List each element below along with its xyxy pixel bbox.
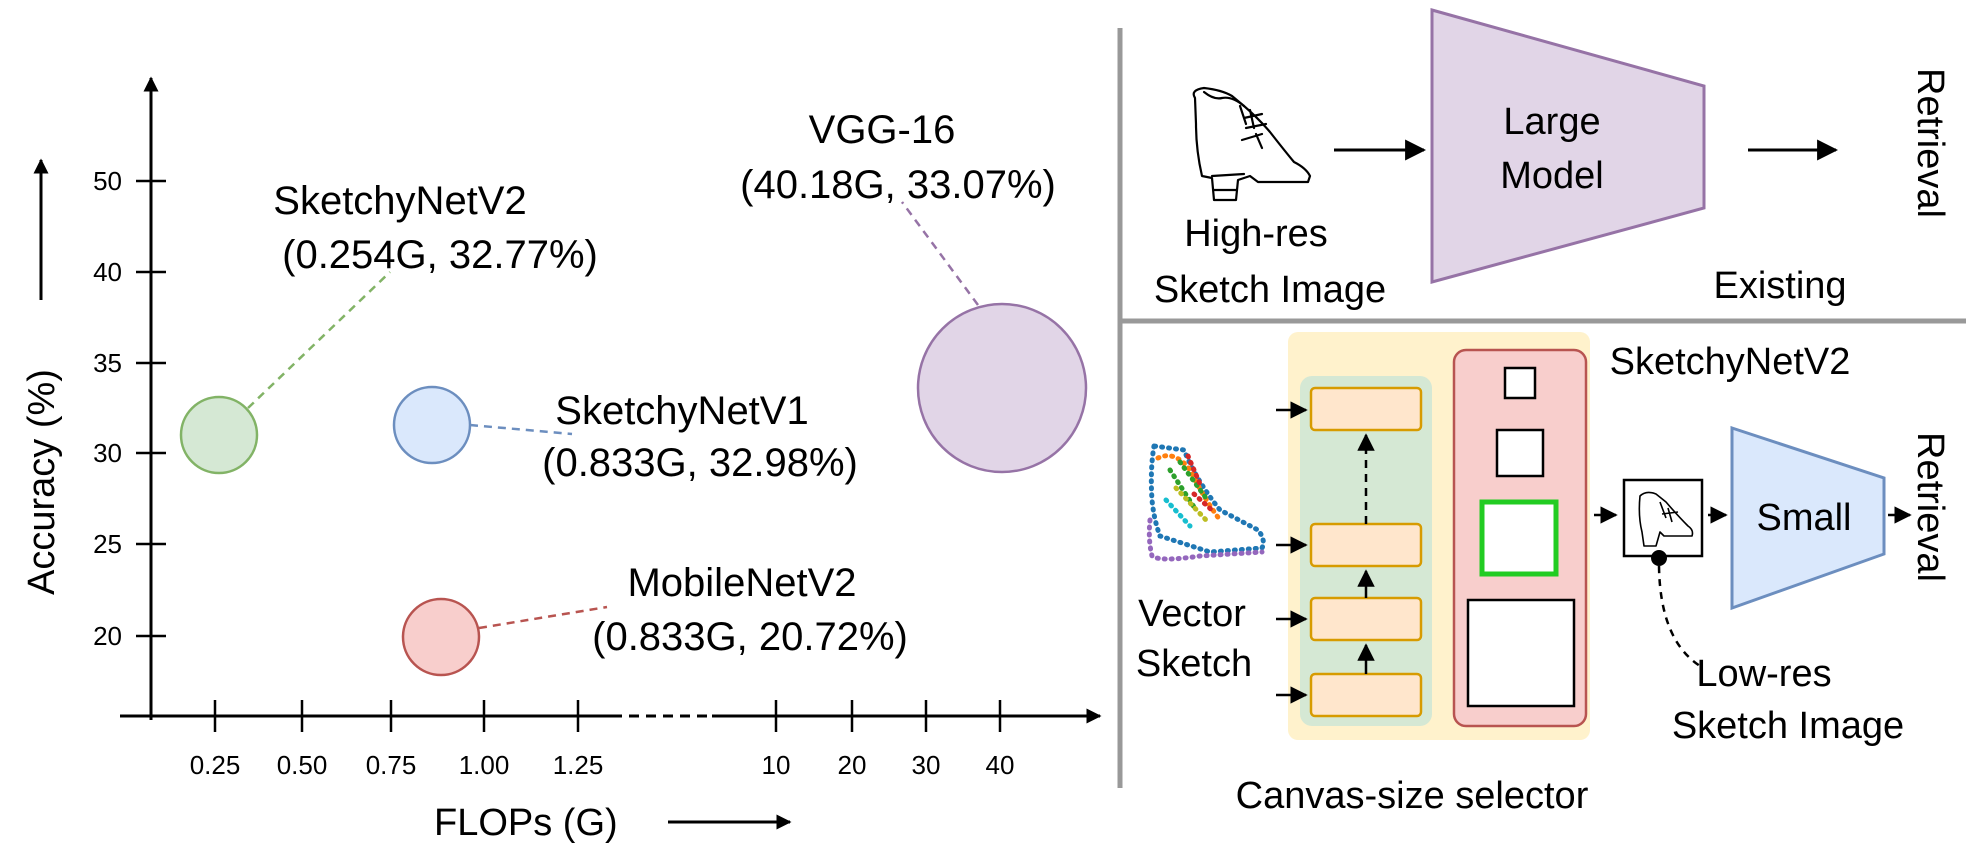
selector-caption: Canvas-size selector xyxy=(1236,775,1589,817)
y-tick-label-30: 30 xyxy=(93,438,122,468)
x-tick-label-20: 20 xyxy=(838,750,867,780)
selector-block-3 xyxy=(1309,596,1423,642)
point-sketchynetv2 xyxy=(179,395,259,475)
leader-vgg16 xyxy=(900,201,980,306)
small-model-label: Small xyxy=(1756,497,1851,539)
chart: 20 25 30 35 40 50 0.25 0.50 0.75 1.00 1.… xyxy=(21,76,1102,844)
large-model-block xyxy=(1430,8,1706,284)
label-vgg16-name: VGG-16 xyxy=(809,108,956,152)
selector-block-4 xyxy=(1309,672,1423,718)
canvas-size-2 xyxy=(1495,428,1545,478)
x-tick-label-1.25: 1.25 xyxy=(553,750,604,780)
x-tick-label-1.00: 1.00 xyxy=(459,750,510,780)
vector-sketch-icon xyxy=(1146,443,1266,562)
x-tick-label-0.75: 0.75 xyxy=(366,750,417,780)
point-sketchynetv1 xyxy=(392,385,472,465)
y-axis-label: Accuracy (%) xyxy=(21,369,63,595)
shoe-sketch-icon xyxy=(1192,86,1312,202)
existing-retrieval-label: Retrieval xyxy=(1909,68,1951,218)
proposed-retrieval-label: Retrieval xyxy=(1909,432,1951,582)
proposed-title: SketchyNetV2 xyxy=(1610,341,1851,383)
label-sketchynetv2-name: SketchyNetV2 xyxy=(273,179,526,223)
data-points xyxy=(179,302,1088,677)
label-sketchynetv1-name: SketchyNetV1 xyxy=(555,389,808,433)
lowres-leader xyxy=(1657,565,1701,668)
x-tick-label-0.50: 0.50 xyxy=(277,750,328,780)
small-shoe-icon xyxy=(1638,491,1694,547)
selector-block-1 xyxy=(1309,386,1423,432)
x-tick-label-0.25: 0.25 xyxy=(190,750,241,780)
y-tick-label-20: 20 xyxy=(93,621,122,651)
x-tick-label-30: 30 xyxy=(912,750,941,780)
x-tick-label-40: 40 xyxy=(986,750,1015,780)
proposed-pipeline: SketchyNetV2 Vector Sketch xyxy=(1136,332,1951,817)
x-tick-label-10: 10 xyxy=(762,750,791,780)
small-model-block xyxy=(1730,425,1886,611)
existing-input-label-1: High-res xyxy=(1184,213,1328,255)
label-sketchynetv2-value: (0.254G, 32.77%) xyxy=(282,233,598,277)
leader-sketchynetv2 xyxy=(247,271,391,409)
existing-pipeline: High-res Sketch Image Large Model Retrie… xyxy=(1154,8,1951,311)
proposed-input-label-1: Vector xyxy=(1138,593,1246,635)
label-mobilenetv2-value: (0.833G, 20.72%) xyxy=(592,615,908,659)
y-tick-label-35: 35 xyxy=(93,348,122,378)
canvas-size-1 xyxy=(1503,366,1537,400)
lowres-label-1: Low-res xyxy=(1696,653,1831,695)
canvas-size-3-selected xyxy=(1479,499,1559,577)
existing-caption: Existing xyxy=(1713,265,1846,307)
leader-mobilenetv2 xyxy=(478,605,608,630)
y-tick-label-25: 25 xyxy=(93,529,122,559)
lowres-dot xyxy=(1651,550,1667,566)
lowres-label-2: Sketch Image xyxy=(1672,705,1904,747)
point-vgg16 xyxy=(916,302,1088,474)
y-tick-label-50: 50 xyxy=(93,166,122,196)
existing-input-label-2: Sketch Image xyxy=(1154,269,1386,311)
leader-sketchynetv1 xyxy=(469,423,573,436)
label-mobilenetv2-name: MobileNetV2 xyxy=(627,561,856,605)
y-ticks: 20 25 30 35 40 50 xyxy=(93,166,166,651)
label-sketchynetv1-value: (0.833G, 32.98%) xyxy=(542,441,858,485)
large-model-label-1: Large xyxy=(1503,101,1600,143)
proposed-input-label-2: Sketch xyxy=(1136,643,1252,685)
y-tick-label-40: 40 xyxy=(93,257,122,287)
x-axis-label: FLOPs (G) xyxy=(434,802,618,844)
label-vgg16-value: (40.18G, 33.07%) xyxy=(740,163,1056,207)
selector-block-2 xyxy=(1309,522,1423,568)
large-model-label-2: Model xyxy=(1500,155,1604,197)
canvas-size-4 xyxy=(1466,598,1576,708)
point-mobilenetv2 xyxy=(401,597,481,677)
x-ticks: 0.25 0.50 0.75 1.00 1.25 10 20 30 40 xyxy=(190,700,1015,780)
lowres-image-box xyxy=(1622,478,1704,558)
